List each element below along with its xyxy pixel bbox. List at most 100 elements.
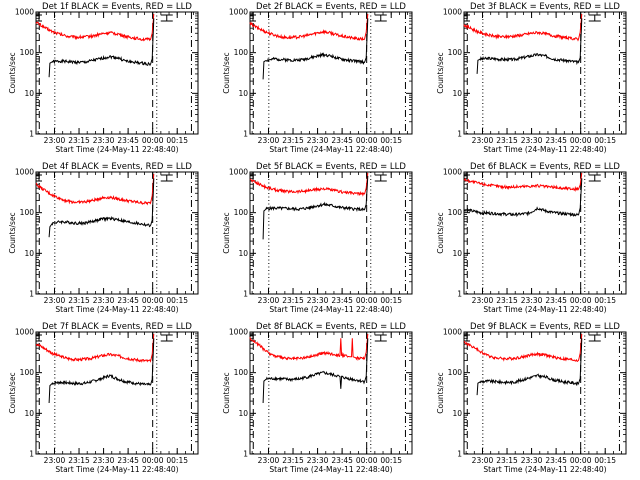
y-tick-label: 1	[243, 290, 248, 299]
x-tick-label: 23:00	[472, 136, 494, 145]
x-tick-label: 23:15	[68, 136, 90, 145]
interval-marker	[374, 174, 387, 182]
x-tick-label: 00:15	[594, 456, 616, 465]
series-line	[262, 175, 369, 240]
x-tick-label: 00:15	[166, 456, 188, 465]
interval-marker	[464, 14, 470, 22]
detector-panel: Det 7f BLACK = Events, RED = LLD 1 10 100 10…	[8, 322, 199, 474]
y-tick-label: 1	[457, 450, 462, 459]
y-axis-label: Counts/sec	[8, 52, 17, 93]
plot-frame	[249, 171, 413, 295]
y-tick-label: 100	[234, 208, 249, 217]
plot-frame	[35, 171, 199, 295]
x-tick-label: 23:00	[44, 136, 66, 145]
interval-marker	[374, 334, 387, 342]
y-tick-label: 1	[243, 130, 248, 139]
x-tick-label: 23:30	[93, 456, 115, 465]
y-tick-label: 10	[238, 89, 248, 98]
x-tick-label: 23:00	[472, 456, 494, 465]
y-axis-label: Counts/sec	[436, 212, 445, 253]
series-line	[48, 338, 155, 404]
y-tick-label: 100	[448, 368, 463, 377]
y-tick-label: 100	[20, 48, 35, 57]
x-tick-label: 23:00	[472, 296, 494, 305]
panel-title: Det 2f BLACK = Events, RED = LLD	[256, 2, 406, 12]
x-axis-label: Start Time (24-May-11 22:48:40)	[269, 305, 392, 314]
series-line	[48, 178, 155, 238]
x-tick-label: 23:45	[331, 296, 353, 305]
interval-marker	[588, 334, 601, 342]
series-line	[249, 172, 369, 197]
x-axis-label: Start Time (24-May-11 22:48:40)	[483, 465, 606, 474]
y-tick-label: 1000	[229, 8, 248, 17]
x-tick-label: 23:30	[521, 136, 543, 145]
interval-marker	[250, 14, 256, 22]
x-tick-label: 00:00	[142, 296, 164, 305]
plot-frame	[35, 11, 199, 135]
y-tick-label: 1000	[443, 168, 462, 177]
interval-marker	[36, 174, 42, 182]
x-tick-label: 23:15	[282, 456, 304, 465]
y-tick-label: 10	[452, 409, 462, 418]
x-tick-label: 23:30	[93, 136, 115, 145]
interval-marker	[588, 174, 601, 182]
panel-title: Det 1f BLACK = Events, RED = LLD	[42, 2, 192, 12]
y-tick-label: 100	[234, 368, 249, 377]
x-tick-label: 23:30	[307, 296, 329, 305]
x-axis-label: Start Time (24-May-11 22:48:40)	[483, 305, 606, 314]
detector-panel: Det 3f BLACK = Events, RED = LLD 1 10 100 10…	[436, 2, 627, 154]
panel-title: Det 6f BLACK = Events, RED = LLD	[470, 162, 620, 172]
x-tick-label: 23:45	[331, 136, 353, 145]
plot-frame	[249, 331, 413, 455]
x-tick-label: 23:45	[117, 456, 139, 465]
detector-panel: Det 9f BLACK = Events, RED = LLD 1 10 100 10…	[436, 322, 627, 474]
x-tick-label: 23:45	[117, 296, 139, 305]
x-tick-label: 00:00	[570, 136, 592, 145]
x-tick-label: 00:00	[570, 296, 592, 305]
plot-frame	[463, 331, 627, 455]
x-tick-label: 00:15	[594, 296, 616, 305]
interval-marker	[588, 14, 601, 22]
y-axis-label: Counts/sec	[8, 212, 17, 253]
series-line	[48, 18, 155, 78]
plot-frame	[249, 11, 413, 135]
x-axis-label: Start Time (24-May-11 22:48:40)	[269, 465, 392, 474]
series-line	[463, 172, 583, 192]
series-line	[262, 18, 369, 80]
y-tick-label: 100	[448, 208, 463, 217]
x-tick-label: 23:30	[521, 296, 543, 305]
series-line	[249, 333, 369, 362]
x-tick-label: 23:45	[331, 456, 353, 465]
x-tick-label: 23:00	[258, 456, 280, 465]
y-tick-label: 1	[457, 290, 462, 299]
y-tick-label: 1000	[229, 328, 248, 337]
y-axis-label: Counts/sec	[8, 372, 17, 413]
y-tick-label: 100	[20, 208, 35, 217]
x-tick-label: 23:45	[545, 136, 567, 145]
y-tick-label: 1	[29, 130, 34, 139]
detector-panel: Det 1f BLACK = Events, RED = LLD 1 10 100 10…	[8, 2, 199, 154]
x-tick-label: 00:15	[380, 296, 402, 305]
series-line	[476, 338, 583, 396]
x-tick-label: 00:15	[166, 136, 188, 145]
interval-marker	[160, 334, 173, 342]
y-tick-label: 100	[448, 48, 463, 57]
x-tick-label: 23:15	[496, 296, 518, 305]
series-line	[249, 13, 369, 41]
y-tick-label: 1	[457, 130, 462, 139]
y-axis-label: Counts/sec	[222, 212, 231, 253]
detector-panel: Det 8f BLACK = Events, RED = LLD 1 10 100 10…	[222, 322, 413, 474]
y-tick-label: 10	[24, 249, 34, 258]
y-tick-label: 1000	[229, 168, 248, 177]
x-tick-label: 23:15	[496, 136, 518, 145]
x-tick-label: 00:00	[142, 456, 164, 465]
detector-panel: Det 5f BLACK = Events, RED = LLD 1 10 100 10…	[222, 162, 413, 314]
series-line	[35, 173, 155, 206]
interval-marker	[160, 174, 173, 182]
x-axis-label: Start Time (24-May-11 22:48:40)	[55, 305, 178, 314]
x-tick-label: 23:30	[93, 296, 115, 305]
x-tick-label: 23:45	[545, 456, 567, 465]
y-tick-label: 1000	[15, 168, 34, 177]
y-axis-label: Counts/sec	[222, 372, 231, 413]
